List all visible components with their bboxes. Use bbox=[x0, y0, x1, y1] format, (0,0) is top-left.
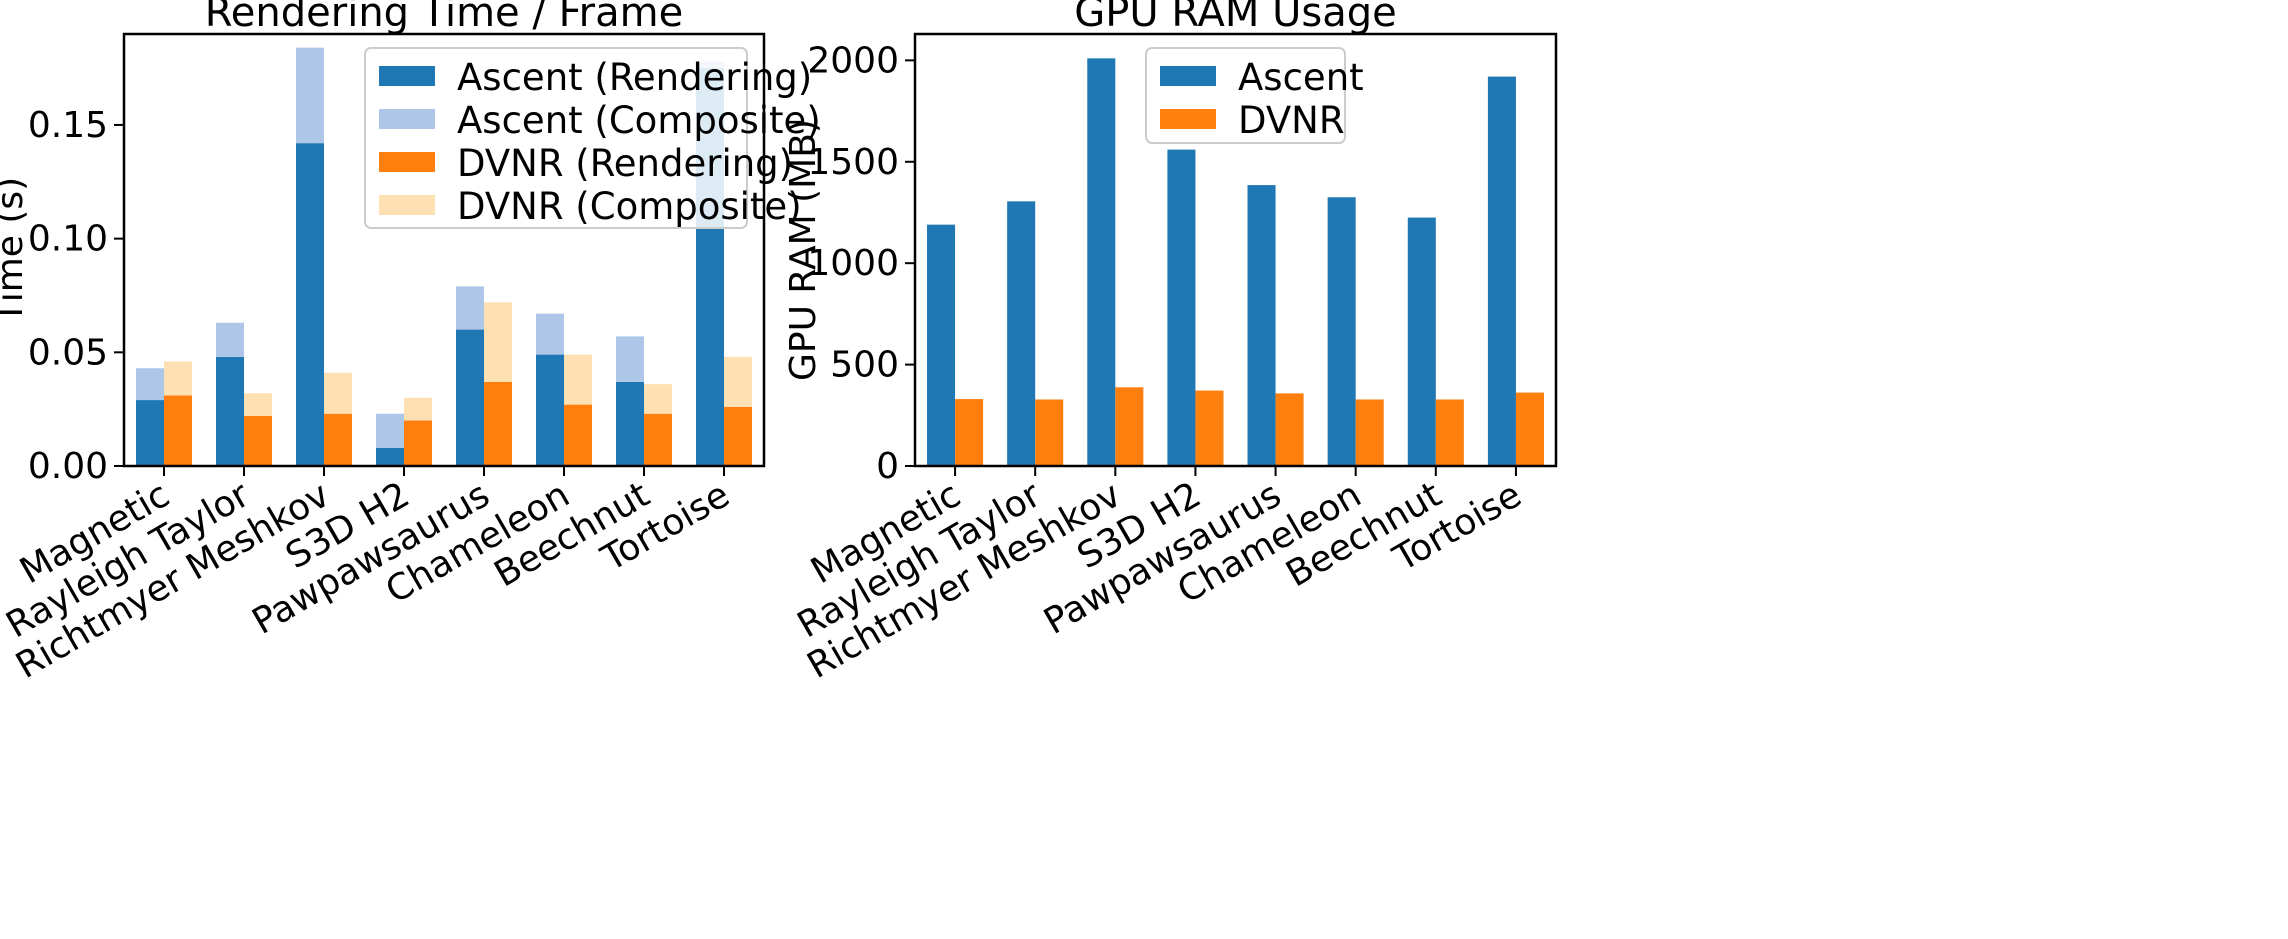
bar-ascent-rendering-rayleigh-taylor bbox=[216, 356, 244, 466]
bar-ascent-rendering-chameleon bbox=[536, 354, 564, 466]
legend-swatch-ascent-rendering bbox=[379, 66, 435, 86]
y-tick-label: 0.15 bbox=[28, 105, 108, 146]
y-tick-label: 0.00 bbox=[28, 446, 108, 487]
bar-dvnr-composite-richtmyer-meshkov bbox=[324, 372, 352, 414]
bar-dvnr-rendering-tortoise bbox=[724, 406, 752, 466]
bar-ascent-richtmyer-meshkov bbox=[1087, 58, 1116, 467]
bar-dvnr-rendering-richtmyer-meshkov bbox=[324, 413, 352, 466]
bar-ascent-composite-chameleon bbox=[536, 313, 564, 355]
bar-dvnr-composite-pawpawsaurus bbox=[484, 302, 512, 382]
bar-dvnr-rendering-chameleon bbox=[564, 404, 592, 466]
y-tick-label: 0 bbox=[876, 446, 899, 487]
legend-label-ascent-rendering: Ascent (Rendering) bbox=[457, 56, 812, 99]
y-tick-label: 500 bbox=[830, 345, 899, 386]
legend-swatch-dvnr-rendering bbox=[379, 152, 435, 172]
legend-swatch-ascent bbox=[1160, 66, 1216, 86]
bar-dvnr-composite-beechnut bbox=[644, 384, 672, 414]
bar-dvnr-composite-chameleon bbox=[564, 354, 592, 405]
y-axis-label: GPU RAM (MB) bbox=[783, 119, 824, 381]
bar-ascent-beechnut bbox=[1407, 217, 1436, 466]
bar-ascent-rendering-richtmyer-meshkov bbox=[296, 143, 324, 466]
legend-swatch-ascent-composite bbox=[379, 109, 435, 129]
bars bbox=[927, 58, 1544, 467]
bar-dvnr-composite-rayleigh-taylor bbox=[244, 393, 272, 416]
bar-dvnr-rendering-rayleigh-taylor bbox=[244, 415, 272, 466]
bar-dvnr-beechnut bbox=[1435, 399, 1464, 466]
legend: Ascent (Rendering)Ascent (Composite)DVNR… bbox=[364, 47, 821, 229]
bars bbox=[136, 47, 752, 467]
bar-ascent-rendering-magnetic bbox=[136, 400, 164, 466]
bar-dvnr-rayleigh-taylor bbox=[1035, 399, 1064, 466]
bar-dvnr-rendering-magnetic bbox=[164, 395, 192, 466]
bar-ascent-chameleon bbox=[1327, 197, 1356, 466]
legend-label-dvnr: DVNR bbox=[1238, 99, 1345, 142]
bar-ascent-composite-pawpawsaurus bbox=[456, 286, 484, 330]
legend-label-ascent: Ascent bbox=[1238, 56, 1364, 99]
bar-ascent-composite-rayleigh-taylor bbox=[216, 322, 244, 357]
bar-ascent-magnetic bbox=[927, 224, 956, 466]
y-tick-label: 0.05 bbox=[28, 332, 108, 373]
bar-dvnr-composite-magnetic bbox=[164, 361, 192, 396]
bar-dvnr-composite-s3d-h2 bbox=[404, 397, 432, 421]
axes-frame bbox=[122, 32, 766, 468]
legend-label-dvnr-rendering: DVNR (Rendering) bbox=[457, 142, 793, 185]
bar-dvnr-magnetic bbox=[955, 399, 984, 466]
y-tick-label: 2000 bbox=[807, 40, 899, 81]
bar-ascent-rendering-pawpawsaurus bbox=[456, 329, 484, 466]
bar-ascent-pawpawsaurus bbox=[1247, 185, 1276, 467]
chart-title: Rendering Time / Frame bbox=[205, 0, 683, 36]
bar-dvnr-rendering-pawpawsaurus bbox=[484, 381, 512, 466]
bar-ascent-composite-richtmyer-meshkov bbox=[296, 47, 324, 144]
bar-dvnr-pawpawsaurus bbox=[1275, 393, 1304, 466]
bar-dvnr-rendering-beechnut bbox=[644, 413, 672, 466]
y-tick-label: 1500 bbox=[807, 142, 899, 183]
y-axis-label: Time (s) bbox=[0, 177, 31, 324]
bar-ascent-composite-s3d-h2 bbox=[376, 413, 404, 448]
bar-ascent-tortoise bbox=[1487, 76, 1516, 466]
legend-swatch-dvnr bbox=[1160, 109, 1216, 129]
y-tick-label: 1000 bbox=[807, 243, 899, 284]
legend-label-ascent-composite: Ascent (Composite) bbox=[457, 99, 821, 142]
bar-ascent-rayleigh-taylor bbox=[1007, 201, 1036, 466]
bar-dvnr-tortoise bbox=[1515, 392, 1544, 466]
bar-ascent-composite-beechnut bbox=[616, 336, 644, 382]
bar-dvnr-chameleon bbox=[1355, 399, 1384, 466]
y-tick-label: 0.10 bbox=[28, 219, 108, 260]
bar-dvnr-rendering-s3d-h2 bbox=[404, 420, 432, 466]
bar-ascent-rendering-s3d-h2 bbox=[376, 447, 404, 466]
legend-label-dvnr-composite: DVNR (Composite) bbox=[457, 185, 802, 228]
legend-swatch-dvnr-composite bbox=[379, 195, 435, 215]
bar-dvnr-s3d-h2 bbox=[1195, 390, 1224, 466]
chart-title: GPU RAM Usage bbox=[1074, 0, 1397, 36]
bar-dvnr-richtmyer-meshkov bbox=[1115, 387, 1144, 466]
legend-box bbox=[364, 47, 748, 229]
axes-frame bbox=[913, 32, 1558, 468]
bar-dvnr-composite-tortoise bbox=[724, 356, 752, 407]
bar-ascent-composite-magnetic bbox=[136, 368, 164, 401]
bar-ascent-rendering-beechnut bbox=[616, 381, 644, 466]
bar-ascent-s3d-h2 bbox=[1167, 149, 1196, 466]
